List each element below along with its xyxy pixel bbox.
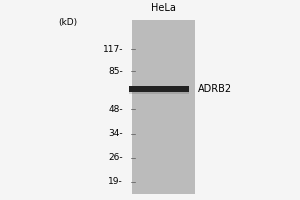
Text: (kD): (kD): [58, 19, 78, 27]
Text: 34-: 34-: [108, 130, 123, 138]
Bar: [132, 20, 195, 194]
Bar: [129, 86, 189, 92]
Text: ADRB2: ADRB2: [198, 84, 232, 94]
Text: 85-: 85-: [108, 66, 123, 75]
Text: 117-: 117-: [103, 45, 123, 53]
Text: 26-: 26-: [108, 154, 123, 162]
Bar: [129, 89, 189, 94]
Bar: [129, 89, 189, 92]
Text: 19-: 19-: [108, 178, 123, 186]
Text: 48-: 48-: [108, 104, 123, 114]
Text: HeLa: HeLa: [151, 3, 176, 13]
